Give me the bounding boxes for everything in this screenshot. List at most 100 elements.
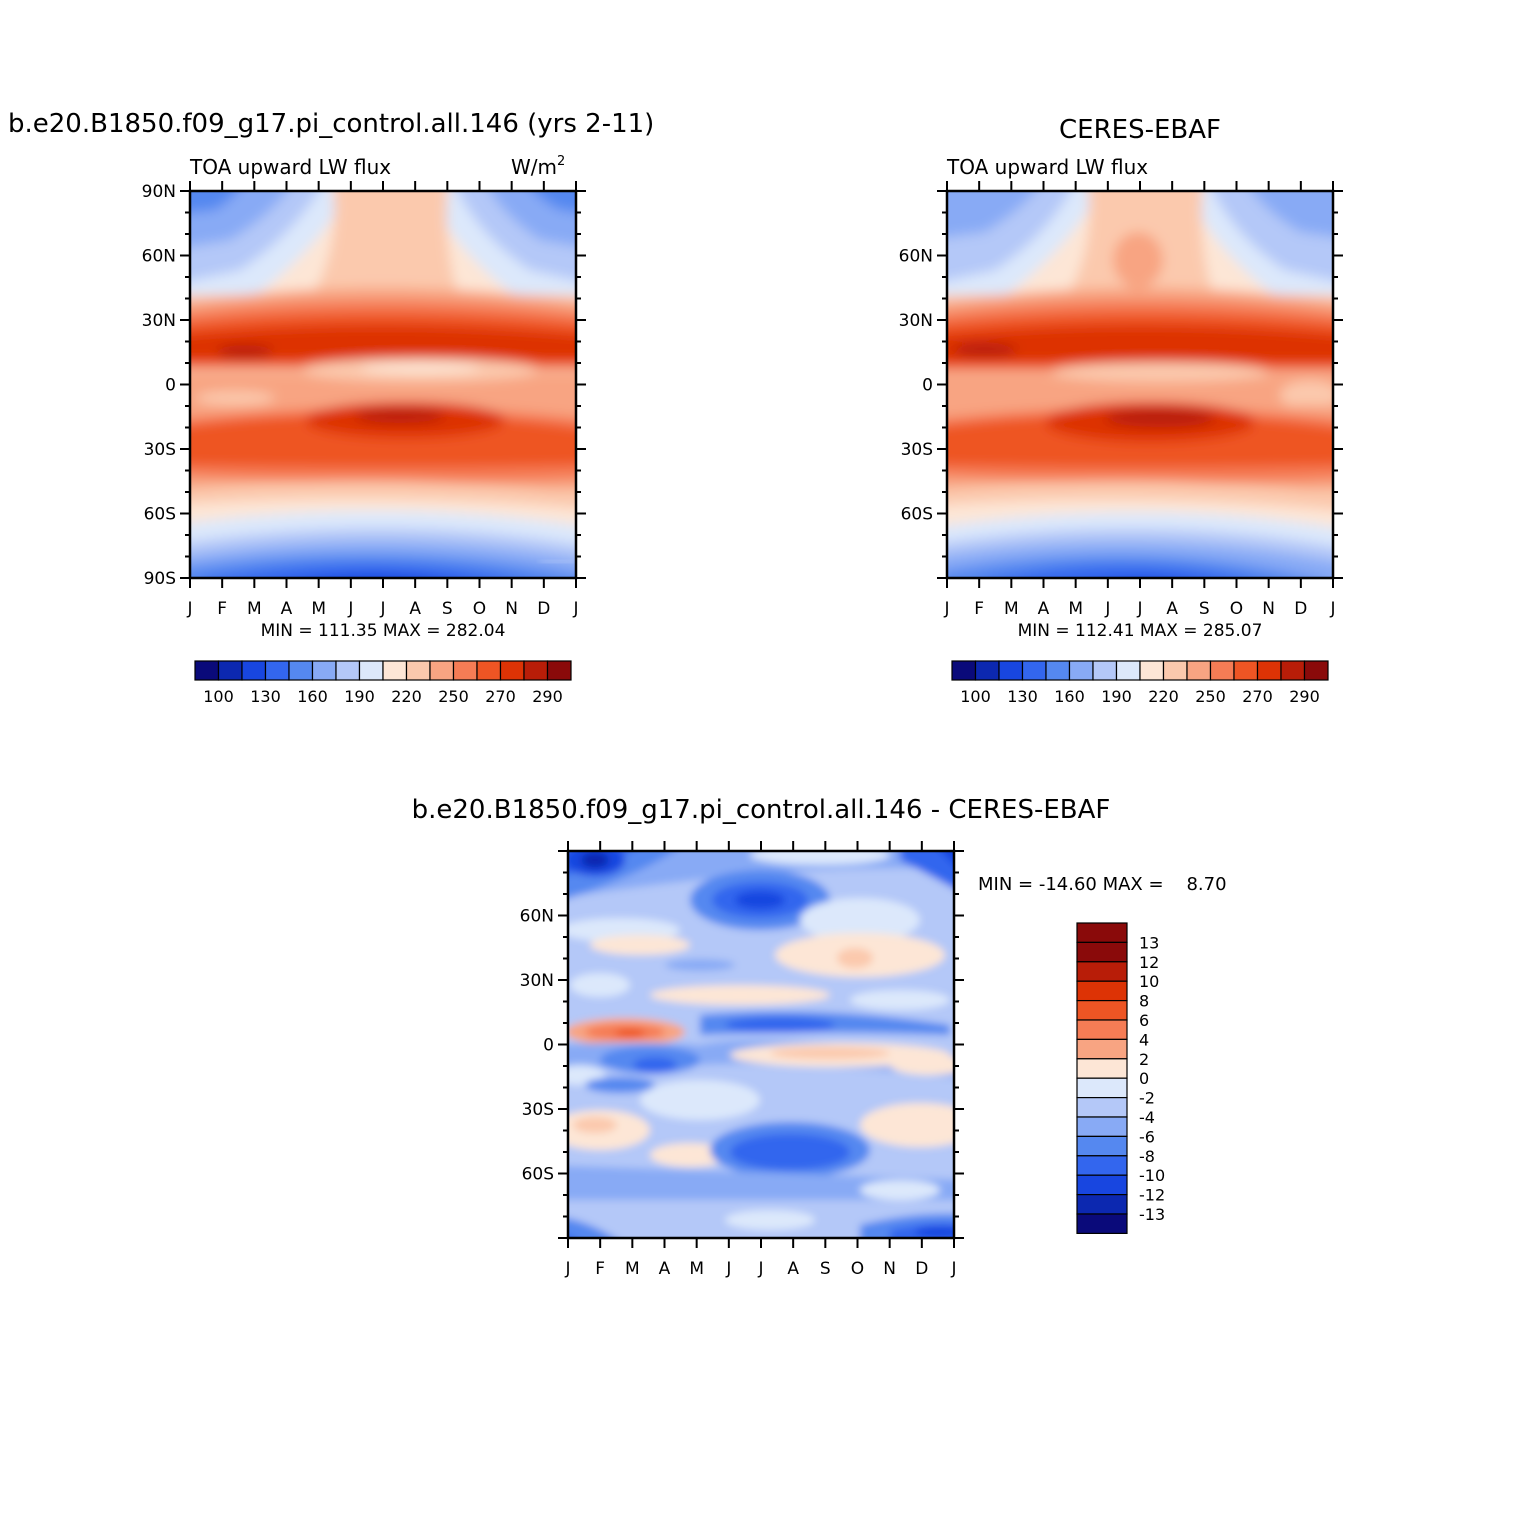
x-tick-label: J xyxy=(1104,599,1110,619)
colorbar-box xyxy=(1068,660,1094,681)
colorbar-label: 6 xyxy=(1139,1011,1149,1030)
y-tick-label: 0 xyxy=(543,1036,554,1056)
colorbar-box xyxy=(311,660,337,681)
colorbar-box xyxy=(1021,660,1047,681)
colorbar-label: 0 xyxy=(1139,1069,1149,1088)
y-tick-label: 30N xyxy=(899,311,933,331)
colorbar-box xyxy=(452,660,478,681)
y-tick-label: 90N xyxy=(142,182,176,202)
colorbar-label: 220 xyxy=(391,687,422,706)
x-tick-label: M xyxy=(689,1259,704,1279)
colorbar-label: 290 xyxy=(532,687,563,706)
colorbar-box xyxy=(1303,660,1329,681)
colorbar-box xyxy=(1076,1213,1128,1234)
x-tick-label: N xyxy=(883,1259,896,1279)
colorbar-label: 190 xyxy=(344,687,375,706)
colorbar-label: 270 xyxy=(485,687,516,706)
x-tick-label: S xyxy=(442,599,453,619)
colorbar-label: 220 xyxy=(1148,687,1179,706)
colorbar-obs: 100 130 160 190 220 250 270 290 xyxy=(951,660,1329,706)
colorbar-box xyxy=(1139,660,1165,681)
colorbar-box xyxy=(1076,1155,1128,1176)
x-tick-label: S xyxy=(1199,599,1210,619)
x-tick-label: A xyxy=(1038,599,1050,619)
x-tick-label: M xyxy=(311,599,326,619)
y-tick-label: 30S xyxy=(522,1100,554,1120)
colorbar-box xyxy=(1076,922,1128,943)
colorbar-box xyxy=(1233,660,1259,681)
colorbar-box xyxy=(1076,980,1128,1002)
colorbar-box xyxy=(241,660,267,681)
colorbar-box xyxy=(1076,1019,1128,1040)
x-tick-label: J xyxy=(943,599,949,619)
y-tick-label: 90S xyxy=(144,569,176,589)
colorbar-box xyxy=(1186,660,1212,681)
plot-area-model xyxy=(190,191,576,578)
colorbar-label: 290 xyxy=(1289,687,1320,706)
colorbar-box xyxy=(335,660,361,681)
y-tick-label: 30N xyxy=(142,311,176,331)
y-tick-label: 30N xyxy=(520,971,554,991)
y-tick-label: 30S xyxy=(901,440,933,460)
colorbar-label: 190 xyxy=(1101,687,1132,706)
plot-area-diff xyxy=(568,851,954,1238)
panel-model-units: W/m2 xyxy=(511,154,565,179)
x-tick-label: M xyxy=(247,599,262,619)
x-tick-label: A xyxy=(281,599,293,619)
panel-obs-left-label: TOA upward LW flux xyxy=(946,155,1148,179)
x-tick-label: F xyxy=(217,599,227,619)
panel-model-title: b.e20.B1850.f09_g17.pi_control.all.146 (… xyxy=(8,109,654,139)
x-tick-label: D xyxy=(1294,599,1307,619)
colorbar-label: -10 xyxy=(1139,1166,1165,1185)
x-tick-label: J xyxy=(564,1259,570,1279)
x-tick-label: A xyxy=(409,599,421,619)
x-tick-label: N xyxy=(505,599,518,619)
colorbar-label: 270 xyxy=(1242,687,1273,706)
colorbar-box xyxy=(1115,660,1141,681)
colorbar-label: -13 xyxy=(1139,1205,1165,1224)
x-tick-label: J xyxy=(572,599,578,619)
x-tick-label: M xyxy=(625,1259,640,1279)
x-tick-label: J xyxy=(1136,599,1142,619)
y-tick-label: 30S xyxy=(144,440,176,460)
colorbar-box xyxy=(1076,1058,1128,1079)
colorbar-label: -8 xyxy=(1139,1147,1155,1166)
colorbar-box xyxy=(429,660,455,681)
colorbar-model: 100 130 160 190 220 250 270 290 xyxy=(194,660,572,706)
x-tick-label: O xyxy=(1230,599,1243,619)
colorbar-box xyxy=(217,660,243,681)
panel-diff: b.e20.B1850.f09_g17.pi_control.all.146 -… xyxy=(412,795,1227,1279)
y-tick-label: 60S xyxy=(144,505,176,525)
colorbar-box xyxy=(1076,1193,1128,1215)
colorbar-label: -4 xyxy=(1139,1108,1155,1127)
colorbar-box xyxy=(523,660,549,681)
colorbar-box xyxy=(1076,1038,1128,1060)
units-text: W/m xyxy=(511,155,557,179)
x-tick-label: J xyxy=(347,599,353,619)
y-tick-label: 60N xyxy=(899,247,933,267)
x-tick-label: J xyxy=(950,1259,956,1279)
colorbar-label: 100 xyxy=(203,687,234,706)
x-tick-label: F xyxy=(974,599,984,619)
x-tick-label: N xyxy=(1262,599,1275,619)
colorbar-box xyxy=(1162,660,1188,681)
colorbar-label: 2 xyxy=(1139,1050,1149,1069)
colorbar-box xyxy=(1076,1116,1128,1137)
colorbar-box xyxy=(288,660,314,681)
colorbar-label: 100 xyxy=(960,687,991,706)
x-tick-label: J xyxy=(186,599,192,619)
x-tick-label: M xyxy=(1068,599,1083,619)
x-tick-label: M xyxy=(1004,599,1019,619)
y-tick-label: 0 xyxy=(922,376,933,396)
y-tick-label: 60S xyxy=(522,1165,554,1185)
colorbar-box xyxy=(1076,999,1128,1021)
colorbar-box xyxy=(264,660,290,681)
colorbar-label: 160 xyxy=(297,687,328,706)
colorbar-label: 130 xyxy=(1007,687,1038,706)
colorbar-box xyxy=(1045,660,1071,681)
x-tick-label: F xyxy=(595,1259,605,1279)
colorbar-label: 13 xyxy=(1139,933,1159,952)
panel-obs-stats: MIN = 112.41 MAX = 285.07 xyxy=(1018,621,1263,641)
